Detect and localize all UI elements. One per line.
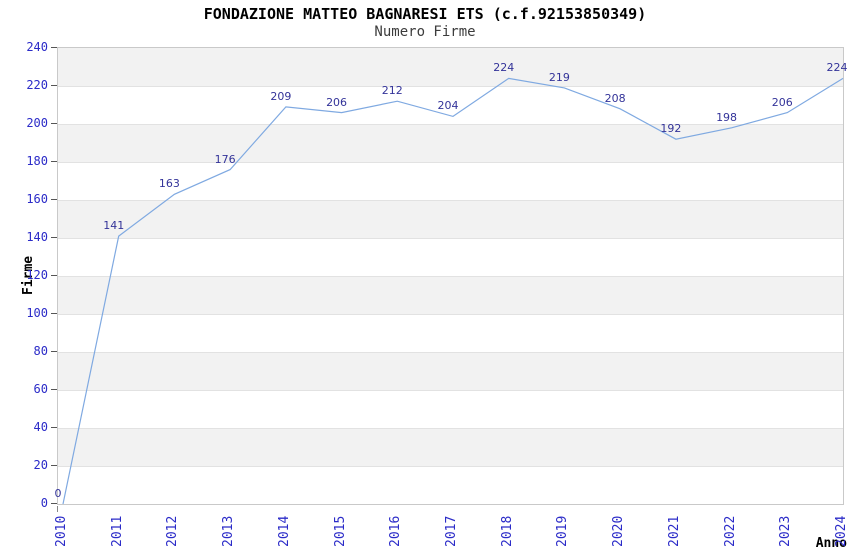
x-axis-tick <box>57 506 58 512</box>
chart-title: FONDAZIONE MATTEO BAGNARESI ETS (c.f.921… <box>203 5 647 23</box>
x-tick-label: 2017 <box>444 515 459 547</box>
value-label: 208 <box>604 91 626 105</box>
plot-area: 0 141 163 176 209 206 212 204 224 219 208 192 198 206… <box>54 47 848 505</box>
y-tick-mark <box>51 123 57 124</box>
grid-line <box>58 352 843 353</box>
value-label: 141 <box>103 219 125 233</box>
x-tick-label: 2018 <box>499 515 515 547</box>
grid-line <box>58 314 843 315</box>
y-tick-mark <box>51 465 57 466</box>
value-label: 192 <box>660 122 682 136</box>
plot-band <box>58 124 843 162</box>
y-tick-label: 240 <box>26 40 48 54</box>
grid-line <box>58 390 843 391</box>
grid-line <box>58 276 843 277</box>
y-tick-label: 20 <box>33 458 48 472</box>
x-tick-label: 2010 <box>54 515 69 547</box>
plot-band <box>58 86 843 124</box>
y-tick-label: 180 <box>26 154 48 168</box>
series-line-canvas <box>62 77 844 505</box>
x-tick-label: 2016 <box>388 515 404 547</box>
x-tick-label: 2024 <box>834 515 849 547</box>
grid-line <box>58 124 843 125</box>
value-label: 224 <box>493 61 515 75</box>
y-tick-label: 80 <box>33 344 48 358</box>
y-tick-label: 220 <box>26 78 48 92</box>
plot-band <box>58 276 843 314</box>
x-tick-label: 2023 <box>778 515 794 547</box>
y-tick-mark <box>51 47 57 48</box>
plot-band <box>58 162 843 200</box>
x-tick-label: 2021 <box>666 515 682 547</box>
value-label: 206 <box>326 95 348 109</box>
grid-line <box>58 466 843 467</box>
plot-band <box>58 238 843 276</box>
y-tick-label: 100 <box>26 306 48 320</box>
y-tick-mark <box>51 275 57 276</box>
chart-subtitle: Numero Firme <box>374 24 476 40</box>
grid-line <box>58 162 843 163</box>
plot-band <box>58 390 843 428</box>
y-tick-mark <box>51 427 57 428</box>
plot-band <box>58 428 843 466</box>
y-tick-mark <box>51 199 57 200</box>
y-tick-label: 200 <box>26 116 48 130</box>
x-tick-label: 2015 <box>332 515 348 547</box>
grid-line <box>58 428 843 429</box>
series-line <box>62 77 844 505</box>
plot-band <box>58 466 843 504</box>
y-tick-label: 60 <box>33 382 48 396</box>
plot-band <box>58 200 843 238</box>
x-tick-label: 2012 <box>165 515 181 547</box>
x-tick-label: 2020 <box>611 515 627 547</box>
y-tick-mark <box>51 161 57 162</box>
value-label: 219 <box>548 70 570 84</box>
y-tick-label: 0 <box>40 496 48 510</box>
value-label: 206 <box>771 95 793 109</box>
x-axis-title: Anno <box>815 536 847 550</box>
grid-line <box>58 86 843 87</box>
y-tick-label: 40 <box>33 420 48 434</box>
value-label: 163 <box>158 177 180 191</box>
y-tick-label: 140 <box>26 230 48 244</box>
value-label: 0 <box>54 487 62 500</box>
x-tick-label: 2011 <box>109 515 125 547</box>
value-label: 176 <box>214 152 236 166</box>
y-tick-mark <box>51 389 57 390</box>
y-tick-mark <box>51 351 57 352</box>
value-label: 209 <box>270 89 292 103</box>
x-tick-label: 2014 <box>276 515 292 547</box>
value-label: 212 <box>381 84 403 98</box>
value-label: 198 <box>716 110 738 124</box>
y-tick-mark <box>51 237 57 238</box>
plot-band <box>58 48 843 86</box>
y-tick-mark <box>51 313 57 314</box>
y-tick-mark <box>51 503 57 504</box>
x-tick-label: 2022 <box>722 515 738 547</box>
grid-line <box>58 200 843 201</box>
grid-line <box>58 238 843 239</box>
plot-band <box>58 314 843 352</box>
y-tick-label: 120 <box>26 268 48 282</box>
y-tick-mark <box>51 85 57 86</box>
value-label: 224 <box>826 61 848 75</box>
plot-band <box>58 352 843 390</box>
y-tick-label: 160 <box>26 192 48 206</box>
value-label: 204 <box>437 99 459 113</box>
x-tick-label: 2019 <box>555 515 571 547</box>
x-tick-label: 2013 <box>221 515 237 547</box>
